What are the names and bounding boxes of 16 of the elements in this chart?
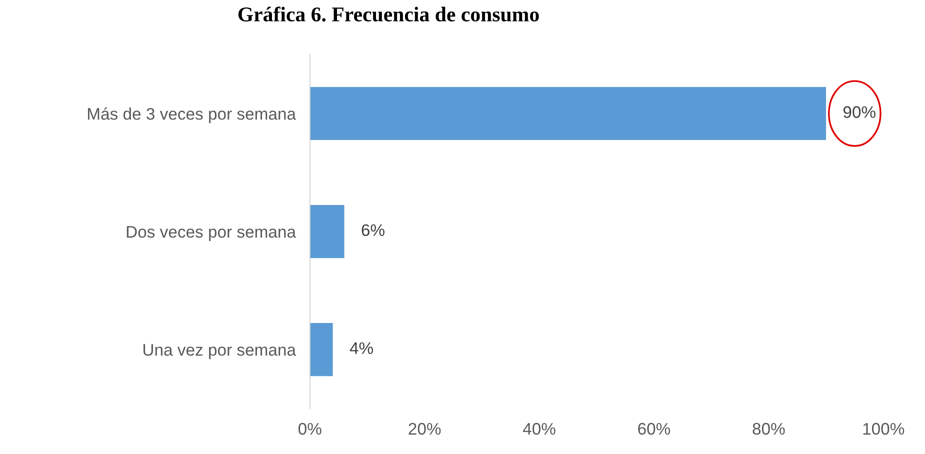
bar — [310, 204, 344, 258]
y-tick-label: Dos veces por semana — [126, 226, 296, 242]
bar — [310, 323, 333, 376]
x-tick-label: 0% — [298, 422, 322, 435]
data-label: 6% — [362, 224, 384, 236]
data-label: 4% — [350, 342, 373, 354]
bar — [310, 86, 826, 140]
x-tick-label: 40% — [522, 422, 556, 435]
y-tick-label: Una vez por semana — [144, 344, 296, 360]
chart-title: Gráfica 6. Frecuencia de consumo — [238, 6, 539, 22]
x-tick-label: 80% — [752, 422, 785, 435]
x-tick-label: 20% — [408, 422, 441, 435]
y-tick-label: Más de 3 veces por semana — [88, 107, 296, 124]
x-tick-label: 60% — [638, 422, 670, 435]
data-label: 90% — [843, 106, 876, 118]
x-tick-label: 100% — [863, 422, 904, 435]
